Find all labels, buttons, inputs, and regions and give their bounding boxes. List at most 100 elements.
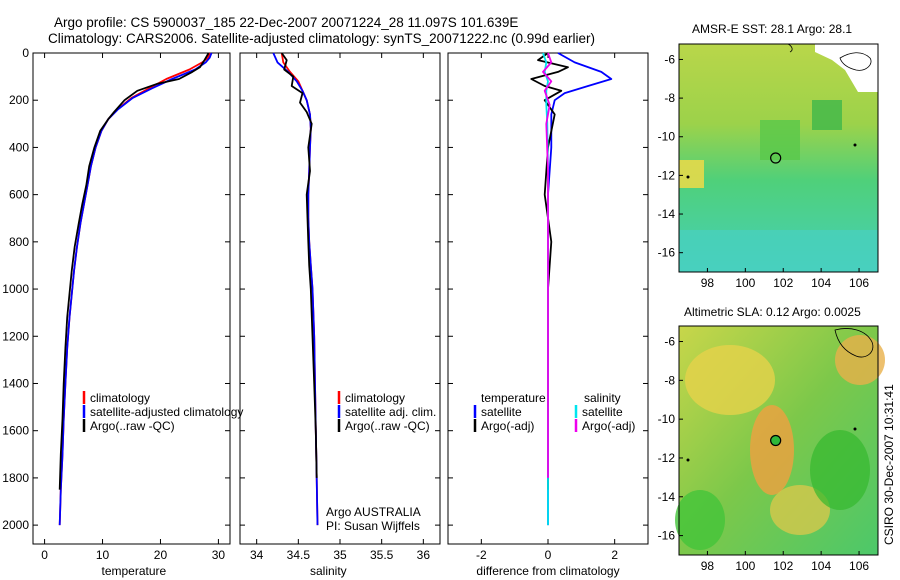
legend-label-temp-satellite: satellite — [481, 405, 522, 419]
sst-land-java — [815, 44, 878, 92]
side-label: CSIRO 30-Dec-2007 10:31:41 — [882, 384, 896, 545]
y-tick-label: 1400 — [2, 376, 29, 390]
x-tick-label: 102 — [773, 559, 793, 573]
legend-label-satellite-adj: satellite adj. clim. — [345, 405, 436, 419]
sst-cool-patch — [812, 100, 842, 130]
x-tick-label: 35 — [333, 548, 347, 562]
x-tick-label: 0 — [41, 548, 48, 562]
x-tick-label: 0 — [545, 548, 552, 562]
sla-coastline — [834, 328, 874, 358]
sla-high-patch — [835, 335, 885, 385]
sst-coastline — [787, 43, 793, 53]
x-tick-label: 30 — [212, 548, 226, 562]
x-tick-label: 2 — [611, 548, 618, 562]
y-tick-label: 0 — [22, 46, 29, 60]
argo-position-marker — [770, 434, 782, 447]
y-tick-label: -14 — [658, 207, 676, 221]
x-tick-label: 100 — [735, 276, 755, 290]
y-tick-label: 1200 — [2, 329, 29, 343]
x-tick-label: 34 — [250, 548, 264, 562]
title-line-2: Climatology: CARS2006. Satellite-adjuste… — [48, 31, 595, 46]
y-tick-label: -8 — [664, 91, 675, 105]
x-tick-label: 34.5 — [287, 548, 311, 562]
legend-label-sal-satellite: satellite — [582, 405, 623, 419]
legend-label-sal-argo: Argo(-adj) — [582, 419, 635, 433]
salinity-panel: 34 34.5 35 35.5 36 salinity — [239, 52, 441, 578]
legend-label-argo: Argo(..raw -QC) — [90, 419, 175, 433]
sla-low-patch — [675, 490, 725, 550]
temperature-x-axis-label: temperature — [102, 564, 167, 578]
difference-panel: -2 0 2 difference from climatology — [447, 52, 649, 578]
y-tick-label: -16 — [658, 246, 676, 260]
difference-legend: temperature salinity satellite Argo(-adj… — [473, 391, 635, 433]
x-tick-label: 36 — [417, 548, 431, 562]
y-tick-label: 400 — [9, 140, 29, 154]
sla-high-patch — [750, 405, 794, 495]
y-tick-label: 1800 — [2, 471, 29, 485]
x-tick-label: 102 — [773, 276, 793, 290]
temperature-panel: 0 10 20 30 0 200 400 600 800 1000 1200 1400 1600 1800… — [2, 46, 231, 578]
salinity-x-axis-label: salinity — [310, 564, 347, 578]
x-tick-label: 104 — [811, 559, 831, 573]
series-line-argo-raw-qc- — [280, 52, 318, 478]
series-line-temperature-argo-adj- — [530, 52, 569, 490]
series-line-climatology — [58, 52, 211, 526]
y-tick-label: 2000 — [2, 518, 29, 532]
legend-header-temperature: temperature — [481, 391, 546, 405]
sst-map-axes: 98 100 102 104 106 -6 -8 -10 -12 -14 -16 — [658, 52, 870, 290]
island-dot — [853, 427, 857, 431]
sla-map-axes: 98 100 102 104 106 -6 -8 -10 -12 -14 -16 — [658, 335, 870, 573]
x-tick-label: 106 — [849, 276, 869, 290]
y-tick-label: -14 — [658, 490, 676, 504]
y-tick-label: -10 — [658, 130, 676, 144]
sla-map-frame — [678, 325, 879, 556]
y-tick-label: 1600 — [2, 424, 29, 438]
sst-map — [678, 43, 879, 273]
island-dot — [686, 175, 690, 179]
y-tick-label: -10 — [658, 412, 676, 426]
salinity-legend: climatology satellite adj. clim. Argo(..… — [326, 391, 436, 533]
temperature-plot-frame — [32, 52, 231, 545]
y-tick-label: -6 — [664, 335, 675, 349]
y-tick-label: -8 — [664, 373, 675, 387]
x-tick-label: 35.5 — [370, 548, 394, 562]
y-tick-label: -6 — [664, 52, 675, 66]
x-tick-label: 104 — [811, 276, 831, 290]
salinity-plot-frame — [239, 52, 441, 545]
sst-map-title: AMSR-E SST: 28.1 Argo: 28.1 — [692, 22, 852, 36]
y-tick-label: -12 — [658, 168, 676, 182]
legend-label-temp-argo: Argo(-adj) — [481, 419, 534, 433]
series-line-argo-raw-qc- — [58, 52, 210, 490]
sst-warm-patch — [679, 160, 704, 188]
x-tick-label: 100 — [735, 559, 755, 573]
legend-label-argo: Argo(..raw -QC) — [345, 419, 430, 433]
legend-label-satellite-adjusted: satellite-adjusted climatology — [90, 405, 243, 419]
y-tick-label: -16 — [658, 529, 676, 543]
sst-map-frame — [678, 43, 879, 273]
y-tick-label: 200 — [9, 93, 29, 107]
sla-low-patch — [810, 430, 870, 510]
sla-map — [675, 325, 885, 556]
sla-high-patch — [685, 345, 775, 415]
island-dot — [686, 458, 690, 462]
series-line-temperature-satellite — [547, 52, 613, 526]
legend-header-salinity: salinity — [584, 391, 621, 405]
x-tick-label: 20 — [154, 548, 168, 562]
series-line-salinity-argo-adj- — [542, 52, 553, 478]
series-line-satellite-adjusted-climatology — [58, 52, 213, 526]
difference-x-axis-label: difference from climatology — [476, 564, 619, 578]
x-tick-label: 106 — [849, 559, 869, 573]
sla-high-patch — [770, 485, 830, 535]
sst-south-band — [679, 230, 878, 272]
y-tick-label: -12 — [658, 451, 676, 465]
y-tick-label: 600 — [9, 188, 29, 202]
x-tick-label: 10 — [96, 548, 110, 562]
x-tick-label: 98 — [701, 559, 715, 573]
y-tick-label: 1000 — [2, 282, 29, 296]
sst-coastline — [839, 52, 872, 71]
legend-label-climatology: climatology — [345, 391, 405, 405]
argo-position-marker — [770, 152, 782, 164]
x-tick-label: 98 — [701, 276, 715, 290]
y-tick-label: 800 — [9, 235, 29, 249]
